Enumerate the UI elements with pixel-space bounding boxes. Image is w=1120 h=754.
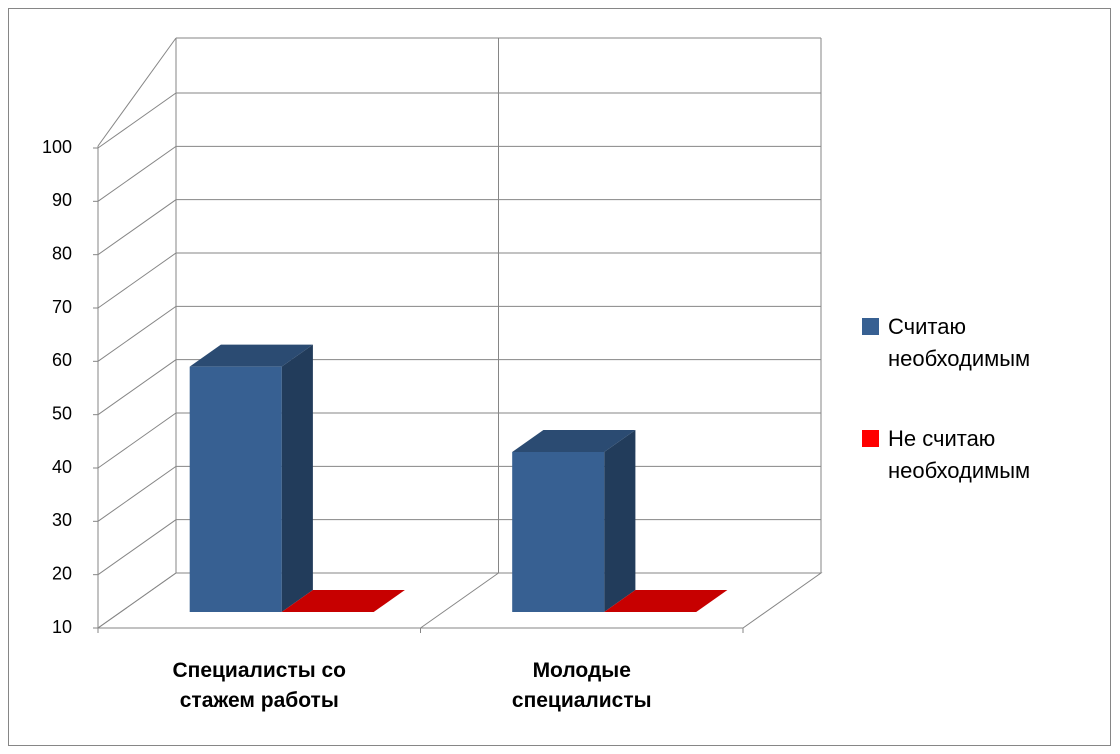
y-tick-label: 50 bbox=[52, 403, 72, 423]
grid-line bbox=[97, 199, 821, 256]
legend-item: Считаю необходимым bbox=[862, 311, 1082, 375]
y-tick-label: 90 bbox=[52, 190, 72, 210]
side-wall-top bbox=[97, 37, 177, 147]
legend-swatch bbox=[862, 430, 879, 447]
y-tick-label: 30 bbox=[52, 510, 72, 530]
floor-divider bbox=[420, 572, 499, 629]
chart-border bbox=[8, 8, 1111, 746]
x-tick-label: Молодые специалисты bbox=[511, 659, 652, 712]
y-tick-label: 80 bbox=[52, 243, 72, 263]
grid-line bbox=[97, 145, 821, 202]
bar-top bbox=[512, 430, 636, 452]
grid-line bbox=[97, 412, 821, 469]
grid-line bbox=[97, 252, 821, 309]
y-tick-label: 40 bbox=[52, 457, 72, 477]
y-tick-label: 100 bbox=[42, 137, 72, 157]
grid-line bbox=[97, 305, 821, 362]
legend-label: Не считаю необходимым bbox=[888, 426, 1031, 483]
grid-line bbox=[97, 359, 821, 416]
legend-label: Считаю необходимым bbox=[888, 314, 1031, 371]
y-tick-label: 70 bbox=[52, 297, 72, 317]
bar bbox=[512, 452, 605, 612]
bar-top bbox=[604, 590, 728, 612]
bar-side bbox=[281, 344, 313, 612]
bar-side bbox=[604, 430, 636, 612]
y-tick-label: 60 bbox=[52, 350, 72, 370]
grid-line bbox=[97, 92, 821, 149]
legend-item: Не считаю необходимым bbox=[862, 423, 1082, 487]
x-tick-label: Специалисты со стажем работы bbox=[172, 659, 347, 712]
y-tick-label: 10 bbox=[52, 617, 72, 637]
bar-top bbox=[281, 590, 405, 612]
bar-top bbox=[189, 344, 313, 367]
bar bbox=[189, 366, 282, 612]
legend-swatch bbox=[862, 318, 879, 335]
y-tick-label: 20 bbox=[52, 563, 72, 583]
